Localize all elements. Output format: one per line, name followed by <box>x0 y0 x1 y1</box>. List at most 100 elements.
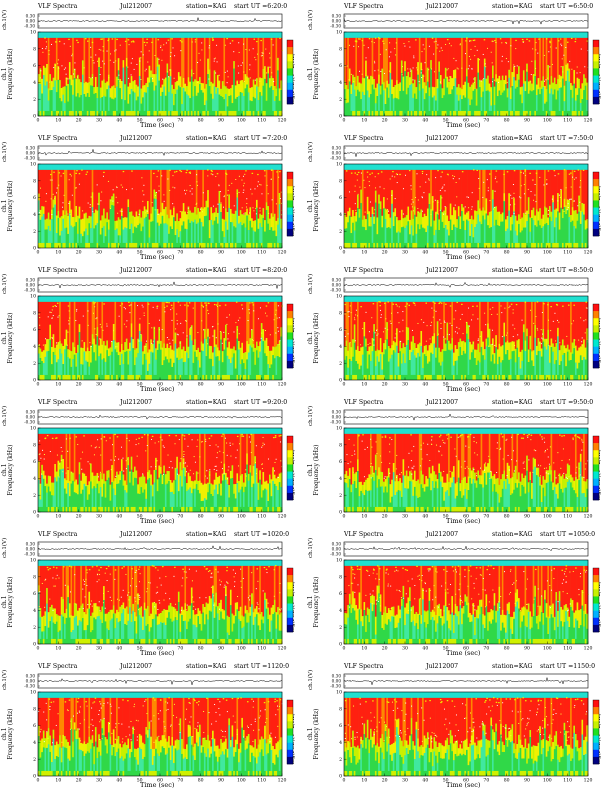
x-tick-label: 90 <box>524 118 530 124</box>
spectrum-cell <box>73 296 76 302</box>
spectrum-speckle <box>264 175 266 177</box>
spectrum-speckle <box>168 339 170 341</box>
spectrum-cell <box>557 32 560 38</box>
spectrum-cell <box>558 37 561 75</box>
spectrum-speckle <box>219 331 221 333</box>
spectrum-cell <box>158 374 161 380</box>
spectrum-cell <box>161 202 164 216</box>
spectrum-cell <box>423 110 426 116</box>
spectrum-cell <box>277 70 280 111</box>
spectrum-cell <box>560 87 563 111</box>
spectrum-cell <box>173 105 175 111</box>
spectrum-cell <box>544 103 547 111</box>
spectrum-cell <box>228 169 231 195</box>
spectrum-cell <box>138 323 141 332</box>
spectrum-speckle <box>158 190 160 192</box>
spectrogram <box>38 296 283 380</box>
spectrum-cell <box>44 110 47 116</box>
spectrum-speckle <box>235 322 237 324</box>
spectrum-cell <box>456 110 459 116</box>
spectrum-cell <box>122 374 125 380</box>
spectrum-cell <box>101 164 104 170</box>
spectrum-speckle <box>225 173 228 175</box>
spectrum-speckle <box>368 38 371 40</box>
spectrum-cell <box>86 361 89 375</box>
spectrum-cell <box>73 110 76 116</box>
x-tick-label: 70 <box>483 118 489 124</box>
spectrum-cell <box>345 169 348 217</box>
spectrum-cell <box>195 296 198 302</box>
spectrum-cell <box>277 224 280 243</box>
spectrum-cell <box>234 296 237 302</box>
spectrum-cell <box>101 344 104 360</box>
spectrum-cell <box>130 37 133 77</box>
spectrum-cell <box>357 89 359 111</box>
spectrum-cell <box>490 164 493 170</box>
spectrum-cell <box>462 110 465 116</box>
spectrum-cell <box>483 164 486 170</box>
spectrum-cell <box>156 66 159 111</box>
spectrum-cell <box>568 217 571 243</box>
spectrum-cell <box>456 164 459 170</box>
spectrum-cell <box>267 37 270 67</box>
spectrum-cell <box>579 242 582 248</box>
spectrum-cell <box>55 80 58 93</box>
spectrum-speckle <box>465 40 467 42</box>
spectrum-speckle <box>379 53 381 55</box>
spectrum-cell <box>199 37 201 78</box>
spectrum-cell <box>570 110 573 116</box>
spectrum-speckle <box>170 309 172 311</box>
spectrum-speckle <box>236 82 238 84</box>
spectrum-speckle <box>577 169 580 171</box>
spectrum-cell <box>348 81 351 111</box>
spectrum-cell <box>464 242 467 248</box>
spectrum-speckle <box>433 71 435 73</box>
spectrum-cell <box>218 360 221 375</box>
spectrum-cell <box>555 84 558 100</box>
spectrum-cell <box>99 169 102 221</box>
spectrum-cell <box>399 110 402 116</box>
spectrum-speckle <box>215 72 217 74</box>
spectrum-cell <box>457 32 460 38</box>
spectrum-cell <box>226 374 229 380</box>
spectrum-cell <box>503 110 506 116</box>
spectrum-cell <box>544 32 547 38</box>
x-tick-label: 10 <box>361 250 367 256</box>
spectrum-cell <box>584 37 587 79</box>
spectrum-cell <box>415 87 418 99</box>
spectrum-cell <box>273 374 276 380</box>
spectrum-cell <box>355 32 358 38</box>
spectrum-cell <box>547 110 550 116</box>
spectrum-speckle <box>512 184 514 186</box>
colorbar-segment <box>287 186 293 194</box>
spectrum-cell <box>409 77 411 86</box>
spectrum-cell <box>119 37 122 80</box>
spectrum-cell <box>194 242 197 248</box>
spectrum-cell <box>475 88 478 106</box>
spectrum-cell <box>187 301 190 347</box>
spectrum-cell <box>192 32 195 38</box>
spectrum-speckle <box>241 207 243 209</box>
spectrum-speckle <box>169 69 171 71</box>
spectrum-cell <box>150 339 153 352</box>
spectrum-cell <box>394 216 397 243</box>
spectrum-cell <box>545 110 548 116</box>
spectrum-cell <box>80 95 83 111</box>
spectrum-cell <box>119 235 122 243</box>
spectrum-cell <box>374 169 377 191</box>
panel-date: Jul212007 <box>120 3 153 10</box>
spectrum-cell <box>361 32 364 38</box>
spectrum-speckle <box>227 338 229 340</box>
spectrum-cell <box>409 219 411 235</box>
spectrum-cell <box>186 352 188 375</box>
spectrum-cell <box>96 98 99 111</box>
spectrum-cell <box>229 88 232 96</box>
spectrum-cell <box>378 110 381 116</box>
spectrum-cell <box>277 57 280 71</box>
spectrum-cell <box>254 301 257 348</box>
x-tick-label: 70 <box>177 250 183 256</box>
spectrum-cell <box>563 32 566 38</box>
spectrum-cell <box>146 242 149 248</box>
spectrum-cell <box>155 198 158 243</box>
spectrum-cell <box>264 231 267 243</box>
